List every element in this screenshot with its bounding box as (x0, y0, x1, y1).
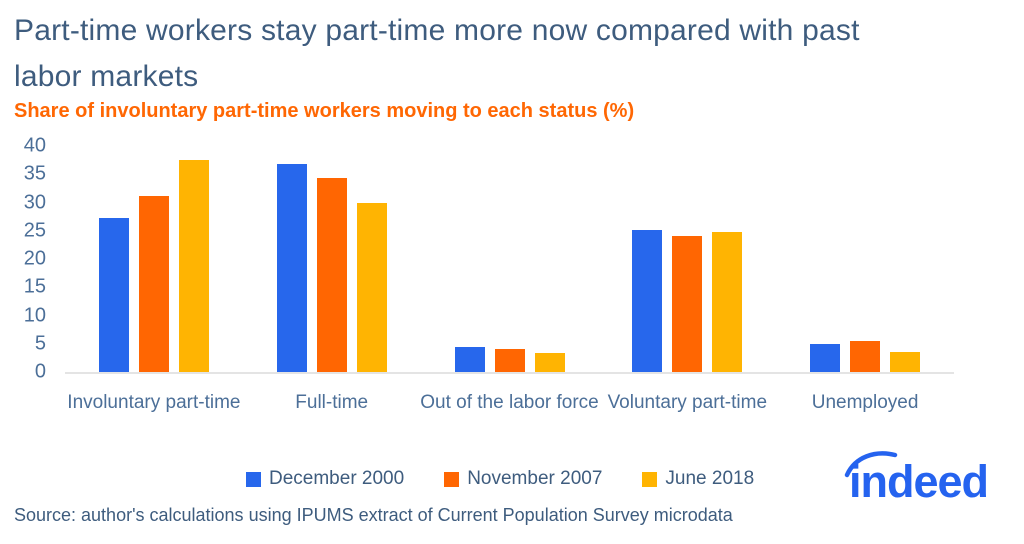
bar-december-2000-involuntary-part-time (98, 217, 129, 372)
logo-text: indeed (849, 456, 988, 506)
page-title-line2: labor markets (14, 60, 199, 93)
legend-label: June 2018 (665, 468, 755, 489)
chart-legend: December 2000 November 2007 June 2018 (246, 468, 754, 490)
y-axis-tick-label: 15 (23, 275, 46, 298)
legend-swatch-icon (444, 471, 460, 487)
legend-item-december-2000: December 2000 (246, 468, 404, 490)
x-axis-category-label: Full-time (295, 392, 369, 413)
bar-june-2018-voluntary-part-time (712, 231, 743, 372)
bar-june-2018-full-time (356, 202, 387, 372)
legend-item-november-2007: November 2007 (444, 468, 602, 490)
legend-swatch-icon (642, 471, 658, 487)
indeed-logo-graphic: indeed (844, 451, 989, 507)
indeed-logo: indeed (842, 448, 992, 511)
chart-subtitle: Share of involuntary part-time workers m… (14, 100, 635, 122)
y-axis-tick-label: 5 (34, 332, 46, 355)
bar-november-2007-full-time (316, 177, 347, 372)
bar-december-2000-voluntary-part-time (632, 229, 663, 372)
x-axis-category-label: Involuntary part-time (67, 392, 241, 413)
y-axis-tick-label: 20 (23, 247, 46, 270)
y-axis-tick-label: 30 (23, 191, 46, 213)
bar-november-2007-unemployed (850, 341, 881, 372)
y-axis-tick-label: 40 (23, 134, 46, 157)
y-axis-tick-label: 25 (23, 219, 46, 242)
y-axis-tick-label: 0 (34, 360, 46, 383)
bar-june-2018-unemployed (890, 352, 921, 372)
legend-label: December 2000 (269, 468, 405, 489)
x-axis-category-label: Voluntary part-time (607, 392, 768, 413)
x-axis-line (65, 372, 954, 374)
x-axis-category-label: Out of the labor force (420, 392, 599, 413)
bar-november-2007-voluntary-part-time (672, 235, 703, 372)
legend-item-june-2018: June 2018 (642, 468, 754, 490)
y-axis-tick-label: 10 (23, 304, 46, 326)
legend-swatch-icon (246, 471, 261, 487)
bar-december-2000-unemployed (810, 343, 841, 372)
bar-june-2018-out-of-the-labor-force (534, 352, 565, 372)
bar-december-2000-out-of-the-labor-force (454, 347, 485, 372)
logo-arc-icon (844, 451, 898, 478)
page-title-line1: Part-time workers stay part-time more no… (14, 14, 860, 47)
bar-november-2007-involuntary-part-time (138, 195, 169, 372)
bar-december-2000-full-time (276, 163, 307, 372)
source-note: Source: author's calculations using IPUM… (14, 505, 733, 525)
bar-june-2018-involuntary-part-time (178, 160, 209, 372)
x-axis-category-label: Unemployed (811, 392, 919, 413)
page-title: Part-time workers stay part-time more no… (14, 8, 1004, 100)
legend-label: November 2007 (467, 468, 603, 489)
y-axis-tick-label: 35 (23, 162, 46, 185)
bar-november-2007-out-of-the-labor-force (494, 349, 525, 372)
